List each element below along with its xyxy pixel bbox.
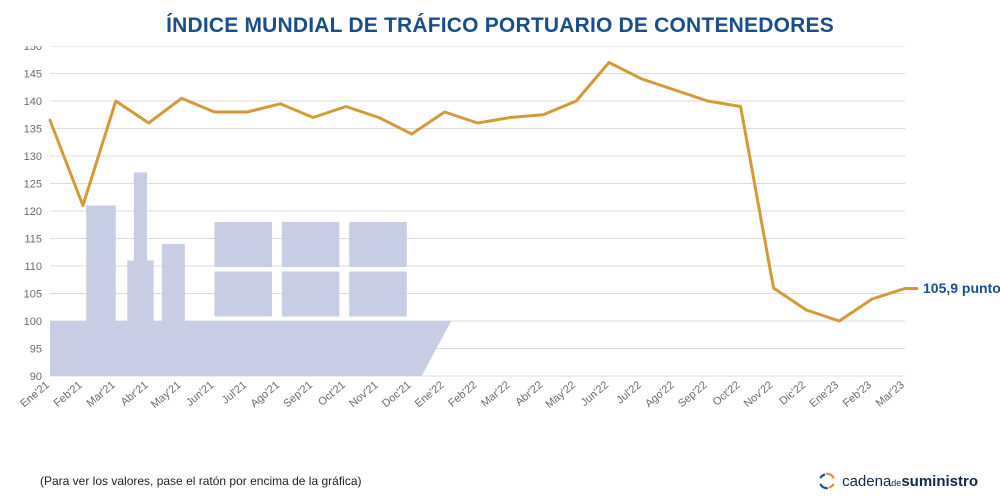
svg-text:Sep'21: Sep'21 xyxy=(281,379,315,410)
footer: (Para ver los valores, pase el ratón por… xyxy=(40,472,978,490)
brand-logo: cadenadesuministro xyxy=(818,472,978,490)
svg-text:Ene'23: Ene'23 xyxy=(807,379,841,410)
svg-text:Ene'21: Ene'21 xyxy=(18,379,52,410)
svg-text:Jun'22: Jun'22 xyxy=(579,379,611,409)
svg-text:Jul'22: Jul'22 xyxy=(614,379,643,406)
svg-text:135: 135 xyxy=(24,124,42,136)
svg-text:Oct'21: Oct'21 xyxy=(316,379,348,408)
svg-text:Jul'21: Jul'21 xyxy=(220,379,249,406)
brand-text-de: de xyxy=(891,478,901,488)
svg-text:Feb'21: Feb'21 xyxy=(52,379,85,410)
svg-text:Dic'22: Dic'22 xyxy=(777,379,808,408)
end-value-label: 105,9 puntos xyxy=(923,280,1000,296)
svg-text:115: 115 xyxy=(24,234,42,246)
svg-text:Nov'22: Nov'22 xyxy=(742,379,776,410)
svg-text:Sep'22: Sep'22 xyxy=(676,379,710,410)
svg-text:Mar'22: Mar'22 xyxy=(479,379,512,410)
svg-text:120: 120 xyxy=(24,206,42,218)
svg-text:105: 105 xyxy=(24,289,42,301)
svg-text:Jun'21: Jun'21 xyxy=(184,379,216,409)
svg-text:100: 100 xyxy=(24,316,42,328)
brand-text-cadena: cadena xyxy=(842,473,891,490)
svg-text:Abr'21: Abr'21 xyxy=(119,379,151,408)
svg-text:Mar'23: Mar'23 xyxy=(874,379,907,410)
svg-text:140: 140 xyxy=(24,96,42,108)
svg-text:May'22: May'22 xyxy=(543,379,578,411)
svg-text:145: 145 xyxy=(24,69,42,81)
chart-area[interactable]: 90 95 100 105 110 115 120 125 130 135 140 145 150 Ene… xyxy=(0,46,1000,444)
svg-text:Ene'22: Ene'22 xyxy=(413,379,447,410)
svg-text:Feb'23: Feb'23 xyxy=(841,379,874,410)
svg-text:Abr'22: Abr'22 xyxy=(513,379,545,408)
svg-text:110: 110 xyxy=(24,261,42,273)
line-chart-svg: 90 95 100 105 110 115 120 125 130 135 140 145 150 Ene… xyxy=(0,46,1000,444)
svg-text:Feb'22: Feb'22 xyxy=(446,379,479,410)
svg-text:Mar'21: Mar'21 xyxy=(84,379,117,410)
svg-text:125: 125 xyxy=(24,179,42,191)
svg-text:Doc'21: Doc'21 xyxy=(380,379,414,410)
svg-text:Ago'21: Ago'21 xyxy=(248,379,282,410)
svg-text:150: 150 xyxy=(24,46,42,53)
svg-text:May'21: May'21 xyxy=(149,379,184,411)
svg-text:90: 90 xyxy=(30,371,42,383)
svg-text:Ago'22: Ago'22 xyxy=(643,379,677,410)
brand-text-suministro: suministro xyxy=(901,473,978,490)
svg-text:95: 95 xyxy=(30,344,42,356)
brand-ring-icon xyxy=(818,472,836,490)
footnote-text: (Para ver los valores, pase el ratón por… xyxy=(40,474,362,488)
svg-text:130: 130 xyxy=(24,151,42,163)
chart-title: ÍNDICE MUNDIAL DE TRÁFICO PORTUARIO DE C… xyxy=(0,0,1000,44)
svg-text:Oct'22: Oct'22 xyxy=(711,379,743,408)
svg-text:Nov'21: Nov'21 xyxy=(347,379,381,410)
